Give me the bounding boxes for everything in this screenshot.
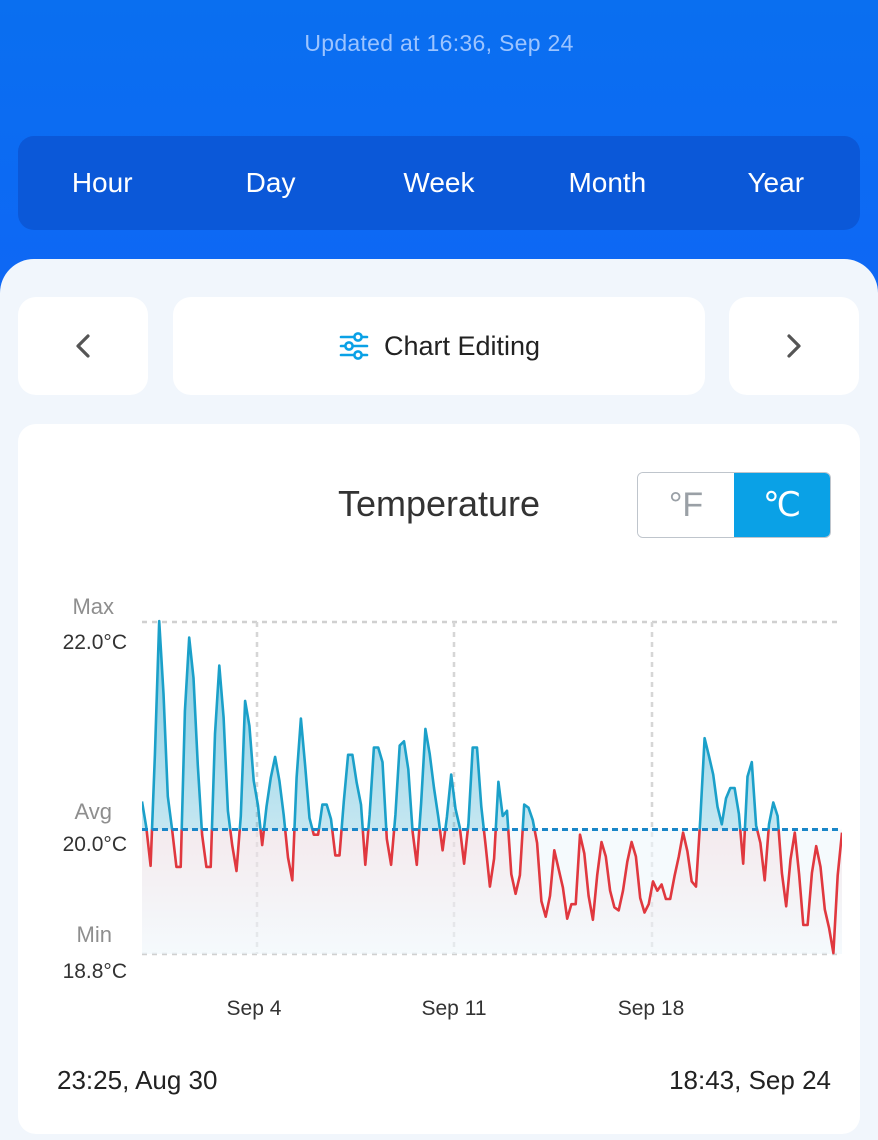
chevron-left-icon <box>76 334 90 358</box>
tab-day[interactable]: Day <box>245 167 296 198</box>
tab-month[interactable]: Month <box>568 167 647 198</box>
min-value: 18.8°C <box>62 960 127 983</box>
chevron-right-icon <box>787 334 801 358</box>
next-button[interactable] <box>729 297 859 395</box>
fahrenheit-option[interactable]: °F <box>638 473 734 537</box>
x-tick-label: Sep 11 <box>421 997 487 1020</box>
range-end: 18:43, Sep 24 <box>669 1065 831 1095</box>
tab-hour[interactable]: Hour <box>71 167 133 198</box>
x-tick-label: Sep 4 <box>226 997 282 1020</box>
avg-value: 20.0°C <box>62 833 127 856</box>
min-label: Min <box>76 922 112 947</box>
max-label: Max <box>72 594 114 619</box>
updated-time: Updated at 16:36, Sep 24 <box>304 30 574 56</box>
sliders-icon <box>339 332 369 360</box>
chart-editing-label: Chart Editing <box>383 330 541 361</box>
celsius-option[interactable]: ℃ <box>734 473 830 537</box>
period-tabs: Hour Day Week Month Year <box>18 136 860 230</box>
series-line-above-avg <box>142 619 780 830</box>
below-avg-area <box>142 829 842 954</box>
avg-label: Avg <box>74 799 112 824</box>
max-value: 22.0°C <box>62 631 127 654</box>
chart-title: Temperature <box>337 483 541 524</box>
range-start: 23:25, Aug 30 <box>57 1065 218 1095</box>
tab-week[interactable]: Week <box>403 167 475 198</box>
unit-toggle: °F ℃ <box>637 472 831 538</box>
previous-button[interactable] <box>18 297 148 395</box>
tab-year[interactable]: Year <box>747 167 805 198</box>
x-tick-label: Sep 18 <box>617 997 685 1020</box>
chart-editing-button[interactable]: Chart Editing <box>173 297 705 395</box>
series-line-below-avg <box>145 829 842 955</box>
